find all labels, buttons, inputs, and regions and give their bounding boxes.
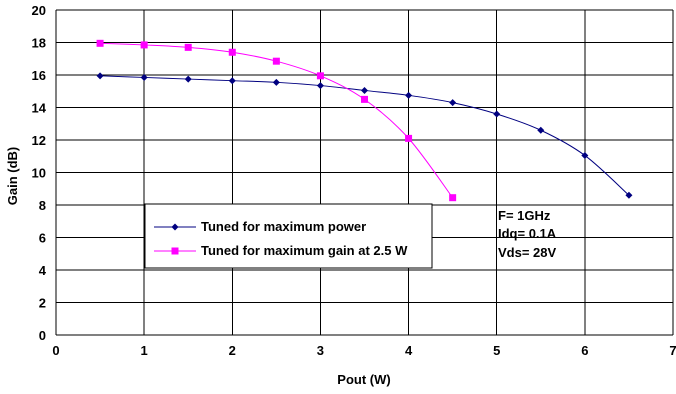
y-tick-label: 12 bbox=[32, 133, 46, 148]
x-tick-label: 0 bbox=[52, 343, 59, 358]
y-tick-label: 0 bbox=[39, 328, 46, 343]
series-marker-square bbox=[171, 247, 179, 255]
series-layer bbox=[96, 39, 633, 202]
y-tick-label: 4 bbox=[39, 263, 47, 278]
x-tick-label: 1 bbox=[141, 343, 148, 358]
series-marker-square bbox=[405, 134, 413, 142]
x-axis-title: Pout (W) bbox=[337, 372, 390, 387]
series-marker-diamond bbox=[405, 91, 413, 99]
x-tick-label: 4 bbox=[405, 343, 413, 358]
legend-box bbox=[144, 203, 433, 269]
y-axis-title: Gain (dB) bbox=[5, 147, 20, 206]
annotation-layer: F= 1GHz Idq= 0.1A Vds= 28V bbox=[498, 208, 557, 260]
x-tick-label: 5 bbox=[493, 343, 500, 358]
legend: Tuned for maximum power Tuned for maximum… bbox=[144, 203, 433, 269]
series-marker-diamond bbox=[171, 223, 179, 231]
y-tick-label: 2 bbox=[39, 296, 46, 311]
series-marker-diamond bbox=[361, 86, 368, 94]
x-tick-label: 3 bbox=[317, 343, 324, 358]
x-tick-label: 7 bbox=[669, 343, 676, 358]
y-tick-label: 20 bbox=[32, 3, 46, 18]
y-tick-label: 10 bbox=[32, 166, 46, 181]
legend-label: Tuned for maximum gain at 2.5 W bbox=[201, 243, 408, 258]
annotation-idq: Idq= 0.1A bbox=[498, 226, 557, 241]
x-tick-label: 2 bbox=[229, 343, 236, 358]
y-tick-label: 16 bbox=[32, 68, 46, 83]
series-2 bbox=[96, 39, 457, 202]
series-1 bbox=[96, 72, 633, 199]
series-marker-square bbox=[140, 41, 148, 49]
series-marker-diamond bbox=[493, 110, 501, 118]
series-line bbox=[100, 42, 454, 198]
series-marker-square bbox=[272, 57, 280, 65]
series-marker-square bbox=[228, 48, 236, 56]
series-marker-diamond bbox=[184, 75, 192, 83]
series-marker-diamond bbox=[140, 73, 148, 81]
annotation-vds: Vds= 28V bbox=[498, 245, 557, 260]
series-marker-diamond bbox=[96, 72, 104, 80]
series-marker-square bbox=[361, 95, 368, 103]
legend-label: Tuned for maximum power bbox=[201, 219, 366, 234]
y-tick-label: 6 bbox=[39, 231, 46, 246]
series-marker-square bbox=[449, 194, 457, 202]
y-tick-label: 8 bbox=[39, 198, 46, 213]
series-marker-square bbox=[184, 43, 192, 51]
y-tick-label: 14 bbox=[32, 101, 47, 116]
y-tick-label: 18 bbox=[32, 36, 46, 51]
series-marker-square bbox=[316, 72, 324, 80]
grid-layer bbox=[55, 9, 674, 336]
series-marker-diamond bbox=[625, 191, 633, 199]
annotation-frequency: F= 1GHz bbox=[498, 208, 551, 223]
x-tick-label: 6 bbox=[581, 343, 588, 358]
series-marker-diamond bbox=[228, 77, 236, 85]
series-marker-square bbox=[96, 39, 104, 47]
series-marker-diamond bbox=[581, 151, 589, 159]
series-marker-diamond bbox=[272, 78, 280, 86]
series-marker-diamond bbox=[537, 126, 545, 134]
series-marker-diamond bbox=[316, 82, 324, 90]
series-marker-diamond bbox=[449, 99, 457, 107]
